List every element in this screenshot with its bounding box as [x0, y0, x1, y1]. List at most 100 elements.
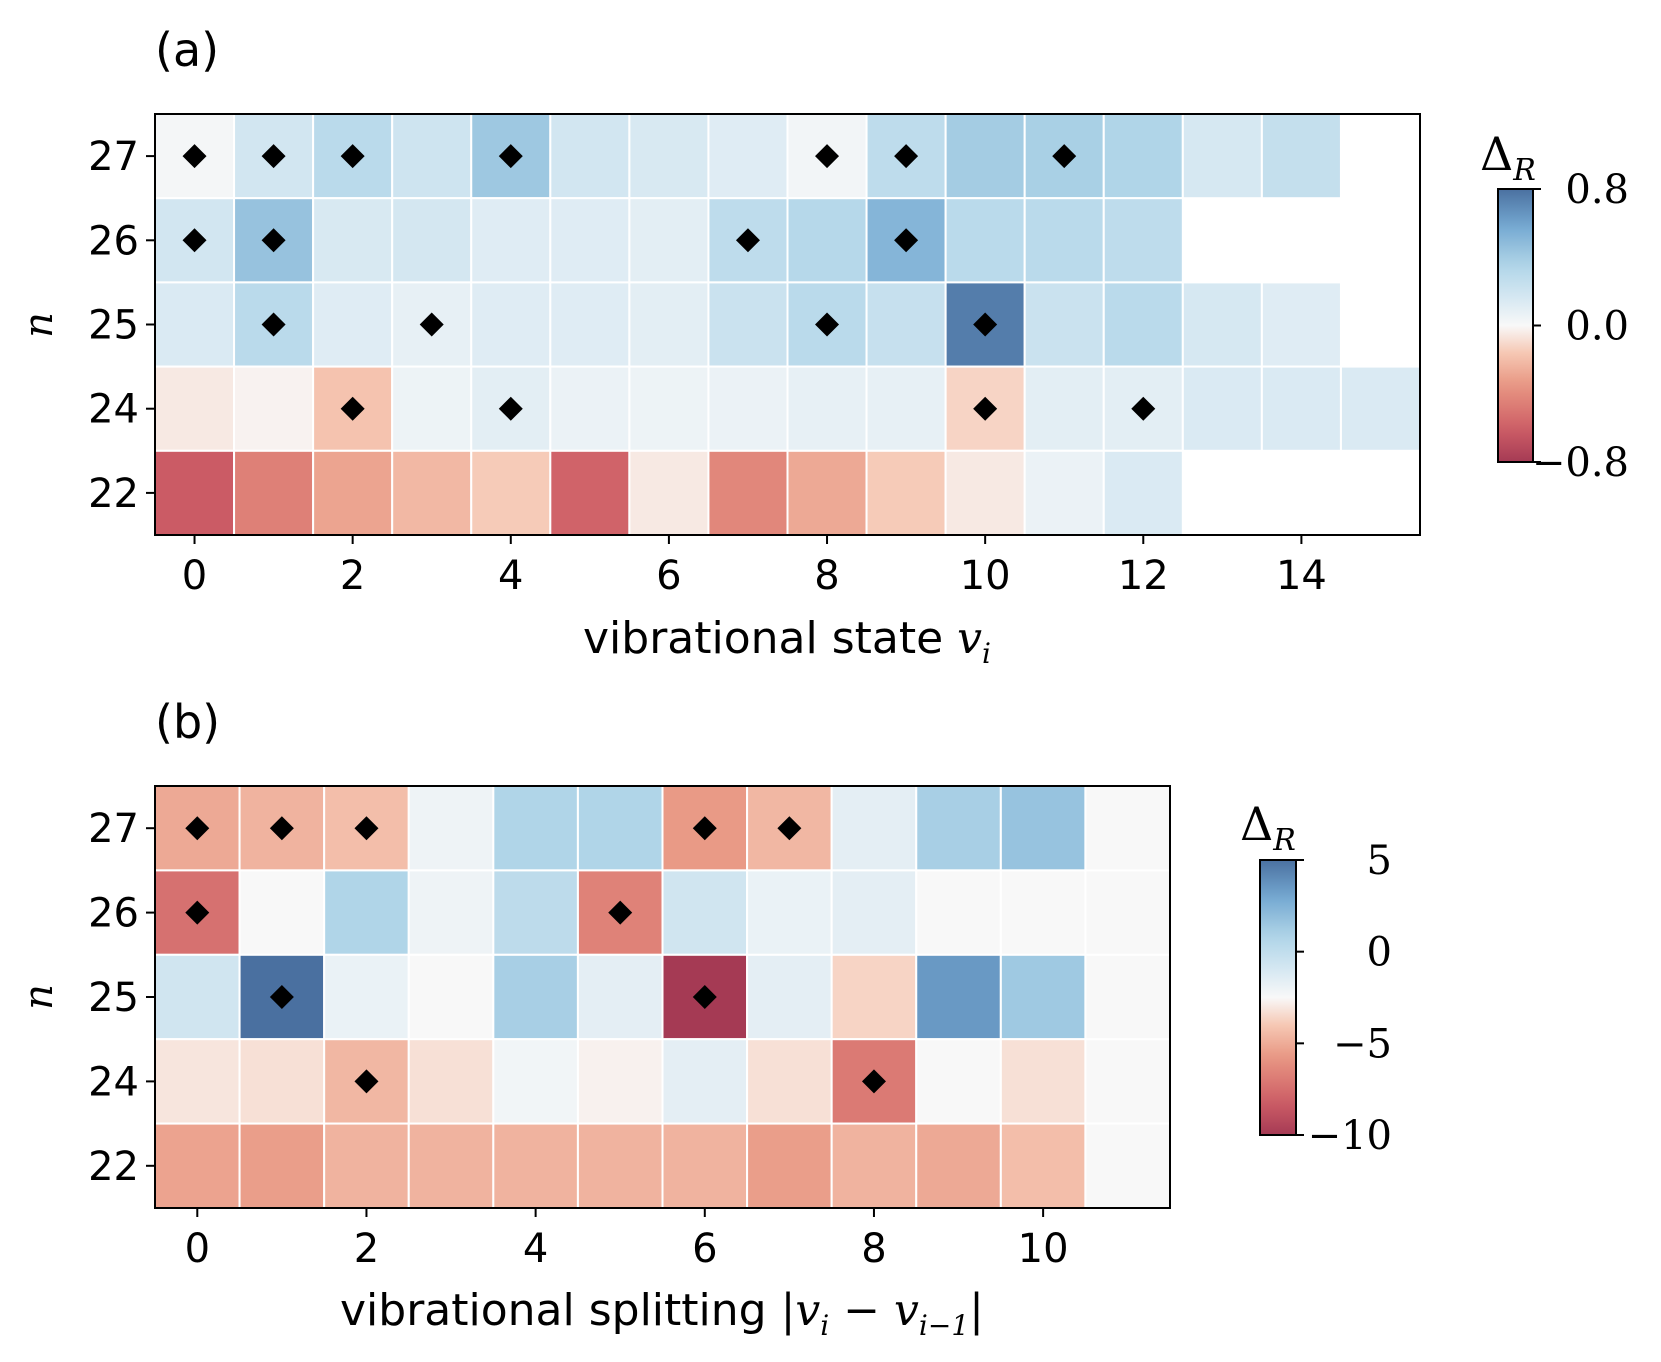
- heatmap-b-cell: [238, 1038, 326, 1125]
- x-axis-a-label-text: vibrational state: [583, 613, 957, 664]
- heatmap-b-cell: [915, 1038, 1002, 1125]
- y-tick-label: 26: [88, 218, 139, 264]
- heatmap-b-cell: [407, 953, 495, 1041]
- heatmap-b-marker: [185, 900, 210, 925]
- colorbar-tick-label: 0: [1367, 930, 1392, 976]
- colorbar-a-ticks: 0.8 0.0 −0.8: [1532, 167, 1629, 486]
- x-tick-label: 8: [861, 1226, 886, 1272]
- heatmap-b-cell: [323, 1038, 410, 1125]
- heatmap-b-cell: [661, 1038, 749, 1125]
- x-axis-b-ticks: 0 2 4 6 8 10: [185, 1208, 1069, 1272]
- heatmap-a-cell: [391, 365, 473, 452]
- heatmap-b-marker: [354, 1069, 379, 1094]
- heatmap-a-cell: [628, 365, 710, 452]
- heatmap-a-cell: [944, 197, 1026, 284]
- x-axis-a-label-sub: i: [982, 637, 991, 670]
- heatmap-a-cell: [1023, 281, 1105, 368]
- heatmap-b-cell: [154, 1122, 241, 1209]
- heatmap-b-cell: [999, 1038, 1087, 1125]
- heatmap-a-marker: [419, 312, 444, 337]
- heatmap-b-cell: [154, 953, 241, 1041]
- heatmap-b-cell: [915, 869, 1002, 956]
- heatmap-a-cell: [1181, 365, 1263, 452]
- x-tick-label: 10: [1018, 1226, 1069, 1272]
- heatmap-b-cells: [154, 785, 1171, 1209]
- heatmap-b-cell: [830, 1122, 918, 1209]
- colorbar-tick-label: −10: [1308, 1113, 1392, 1159]
- x-axis-b-label-text: vibrational splitting: [340, 1285, 781, 1336]
- colorbar-tick-label: 0.0: [1565, 304, 1629, 350]
- x-tick-label: 2: [354, 1226, 379, 1272]
- x-tick-label: 14: [1276, 553, 1327, 599]
- heatmap-b-cell: [407, 1038, 495, 1125]
- heatmap-a-cell: [628, 113, 710, 200]
- x-tick-label: 0: [185, 1226, 210, 1272]
- heatmap-b-cell: [915, 1122, 1002, 1209]
- heatmap-a-cell: [233, 365, 315, 452]
- heatmap-a-cell: [312, 281, 394, 368]
- heatmap-b-cell: [492, 1038, 579, 1125]
- heatmap-a-marker: [498, 396, 523, 421]
- heatmap-b-cell: [1084, 869, 1171, 956]
- heatmap-a-cell: [707, 365, 789, 452]
- x-tick-label: 0: [182, 553, 207, 599]
- heatmap-a-cell: [786, 365, 868, 452]
- heatmap-b-cell: [492, 785, 579, 872]
- y-tick-label: 27: [88, 806, 139, 852]
- colorbar-b-gradient: [1259, 859, 1297, 1136]
- heatmap-b-cell: [238, 869, 326, 956]
- heatmap-a-cell: [786, 197, 868, 284]
- heatmap-a-cell: [944, 449, 1026, 536]
- heatmap-b-cell: [746, 1038, 833, 1125]
- x-axis-b-label-math: |v: [781, 1285, 821, 1336]
- colorbar-b: ΔR 5 0 −5 −10: [1240, 797, 1392, 1159]
- heatmap-b-marker: [777, 816, 802, 841]
- heatmap-a-markers: [182, 144, 1156, 421]
- colorbar-tick-label: −5: [1333, 1021, 1392, 1067]
- heatmap-a-cell: [1102, 113, 1184, 200]
- heatmap-b-cell: [915, 785, 1002, 872]
- heatmap-b-cell: [830, 869, 918, 956]
- x-axis-b-label-end: |: [969, 1285, 984, 1336]
- panel-b-label: (b): [155, 695, 220, 749]
- panel-a-label: (a): [155, 23, 219, 77]
- heatmap-b-cell: [238, 1122, 326, 1209]
- heatmap-b-cell: [323, 953, 410, 1041]
- heatmap-a-cell: [865, 449, 947, 536]
- heatmap-b-marker: [354, 816, 379, 841]
- colorbar-b-label-main: Δ: [1240, 797, 1273, 851]
- heatmap-b-marker: [269, 816, 294, 841]
- heatmap-a-marker: [894, 228, 919, 253]
- heatmap-a-marker: [973, 312, 998, 337]
- heatmap-a-marker: [815, 144, 840, 169]
- x-tick-label: 12: [1118, 553, 1169, 599]
- heatmap-a-cell: [1023, 197, 1105, 284]
- heatmap-b-cell: [154, 1038, 241, 1125]
- heatmap-a-marker: [261, 228, 286, 253]
- heatmap-a-cell: [628, 197, 710, 284]
- heatmap-a-marker: [261, 312, 286, 337]
- heatmap-a-marker: [735, 228, 760, 253]
- y-axis-b-label: n: [16, 984, 62, 1010]
- heatmap-b-cell: [576, 953, 664, 1041]
- y-tick-label: 24: [88, 1059, 139, 1105]
- heatmap-a-marker: [182, 228, 207, 253]
- x-tick-label: 10: [960, 553, 1011, 599]
- heatmap-b-marker: [861, 1069, 886, 1094]
- heatmap-a-cell: [1260, 281, 1342, 368]
- heatmap-b-marker: [692, 985, 717, 1009]
- heatmap-a-cell: [470, 197, 552, 284]
- colorbar-tick-label: 0.8: [1565, 167, 1629, 213]
- heatmap-a-marker: [1052, 144, 1077, 169]
- heatmap-a-cell: [391, 113, 473, 200]
- heatmap-a-cell: [470, 281, 552, 368]
- heatmap-a-marker: [498, 144, 523, 169]
- heatmap-a-cell: [1260, 113, 1342, 200]
- heatmap-a-cell: [154, 281, 236, 368]
- heatmap-a-cell: [549, 449, 631, 536]
- heatmap-a-marker: [182, 144, 207, 169]
- heatmap-b-cell: [407, 869, 495, 956]
- heatmap-a-marker: [340, 396, 365, 421]
